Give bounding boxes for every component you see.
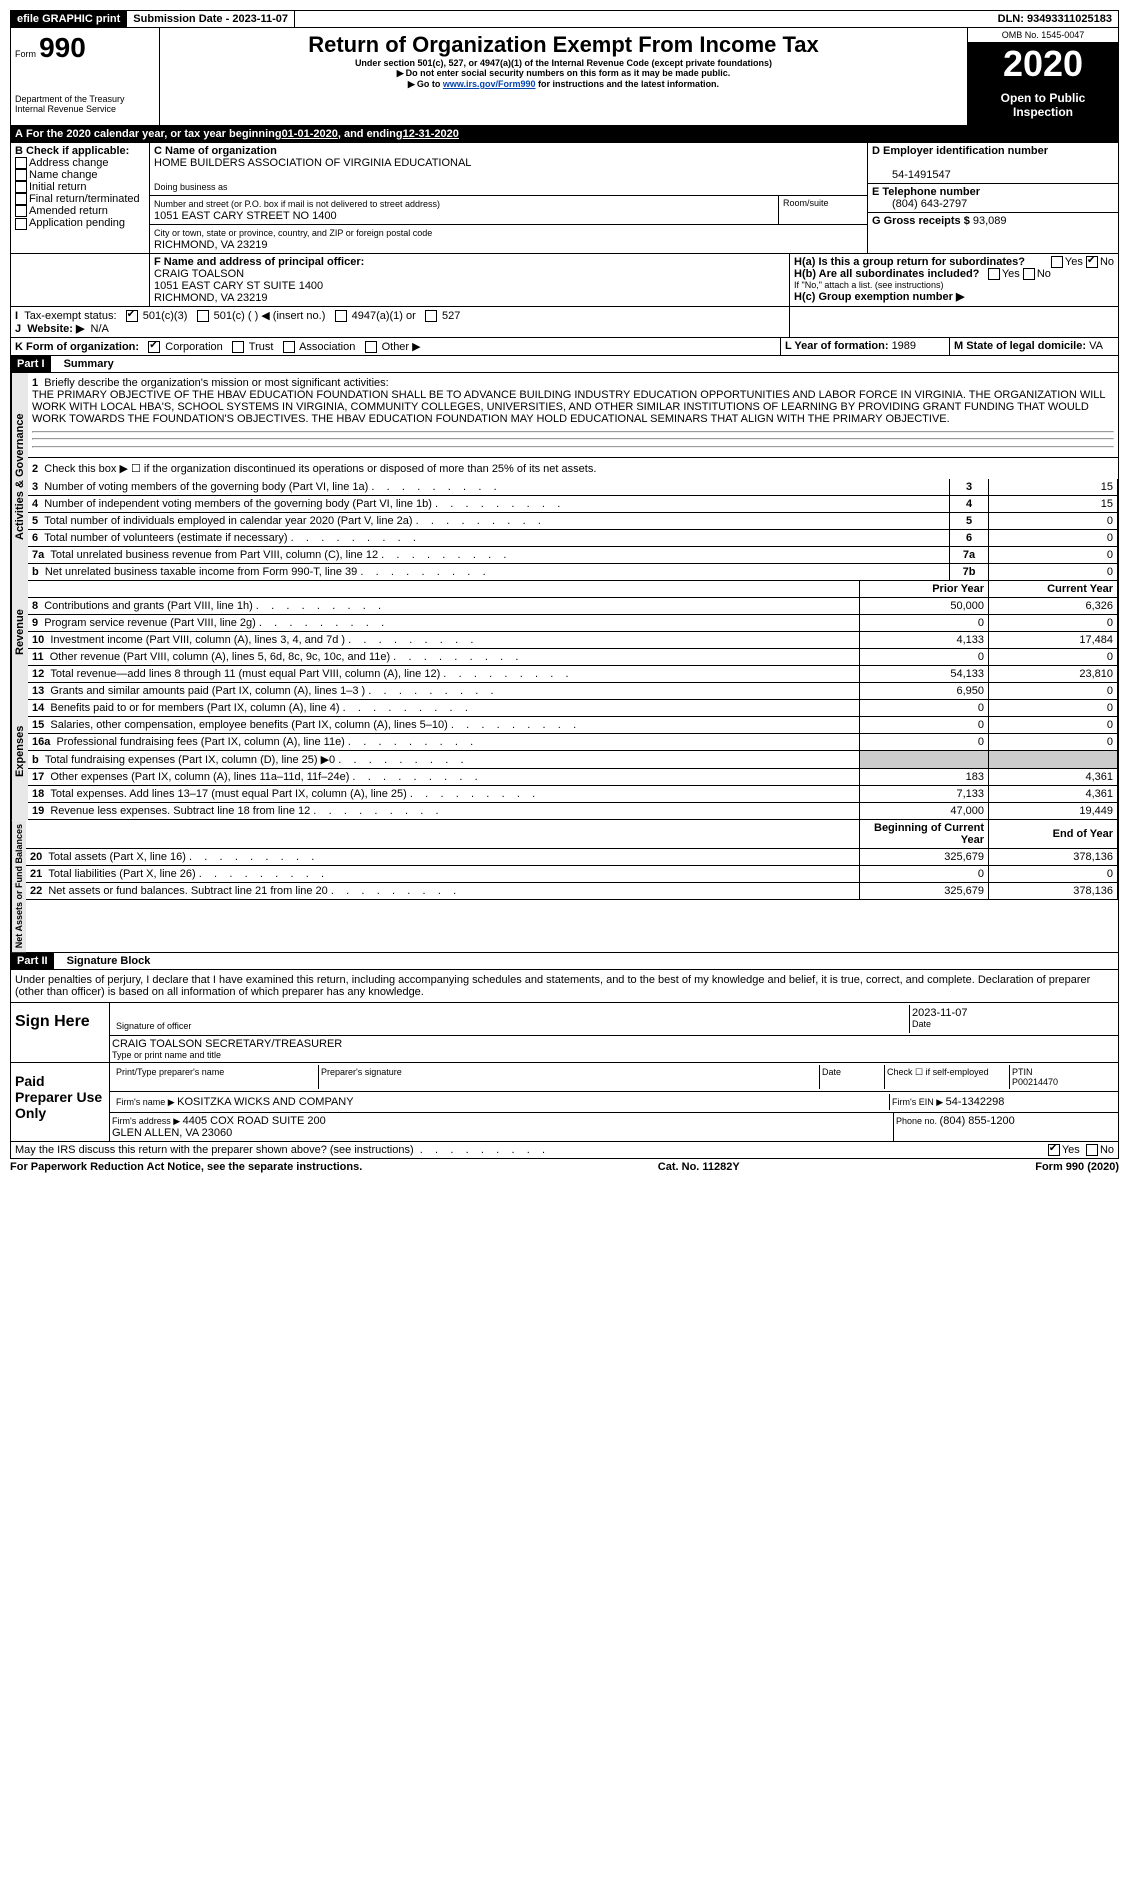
arrow-icon: [397, 68, 406, 78]
sign-here-block: Sign Here Signature of officer 2023-11-0…: [10, 1003, 1119, 1063]
box-m: M State of legal domicile: VA: [950, 338, 1118, 355]
checkbox-icon[interactable]: [15, 193, 27, 205]
checkbox-icon[interactable]: [15, 205, 27, 217]
paid-preparer-block: Paid Preparer Use Only Print/Type prepar…: [10, 1063, 1119, 1142]
box-d: D Employer identification number 54-1491…: [868, 143, 1118, 184]
box-c: C Name of organization HOME BUILDERS ASS…: [150, 143, 868, 253]
form-title: Return of Organization Exempt From Incom…: [164, 32, 963, 58]
revenue-section: Revenue Prior YearCurrent Year 8 Contrib…: [10, 581, 1119, 683]
checkbox-icon[interactable]: [15, 169, 27, 181]
activities-section: Activities & Governance 1 Briefly descri…: [10, 373, 1119, 581]
entity-block: B Check if applicable: Address change Na…: [10, 143, 1119, 254]
netassets-section: Net Assets or Fund Balances Beginning of…: [10, 820, 1119, 953]
expenses-section: Expenses 13 Grants and similar amounts p…: [10, 683, 1119, 820]
efile-label: efile GRAPHIC print: [11, 11, 127, 27]
box-i: I Tax-exempt status: 501(c)(3) 501(c) ( …: [11, 307, 790, 337]
top-bar: efile GRAPHIC print Submission Date - 20…: [10, 10, 1119, 28]
checkbox-icon[interactable]: [15, 218, 27, 230]
form-header: Form 990 Department of the Treasury Inte…: [10, 28, 1119, 126]
box-b: B Check if applicable: Address change Na…: [11, 143, 150, 253]
page-footer: For Paperwork Reduction Act Notice, see …: [10, 1159, 1119, 1175]
part1-header: Part I Summary: [10, 356, 1119, 373]
discuss-row: May the IRS discuss this return with the…: [10, 1142, 1119, 1159]
box-k: K Form of organization: Corporation Trus…: [11, 338, 781, 355]
checkbox-icon[interactable]: [15, 157, 27, 169]
checkbox-icon[interactable]: [15, 181, 27, 193]
box-e: E Telephone number (804) 643-2797: [868, 184, 1118, 213]
box-f: F Name and address of principal officer:…: [150, 254, 790, 306]
irs-link[interactable]: www.irs.gov/Form990: [443, 79, 536, 89]
submission-cell: Submission Date - 2023-11-07: [127, 11, 295, 27]
box-g: G Gross receipts $ 93,089: [868, 213, 1118, 229]
period-row: A For the 2020 calendar year, or tax yea…: [10, 126, 1119, 143]
dln-cell: DLN: 93493311025183: [992, 11, 1118, 27]
declaration-text: Under penalties of perjury, I declare th…: [10, 970, 1119, 1003]
part2-header: Part II Signature Block: [10, 953, 1119, 970]
tax-year: 2020: [968, 43, 1118, 85]
arrow-icon: [408, 79, 417, 89]
box-l: L Year of formation: 1989: [781, 338, 950, 355]
box-h: H(a) Is this a group return for subordin…: [790, 254, 1118, 306]
